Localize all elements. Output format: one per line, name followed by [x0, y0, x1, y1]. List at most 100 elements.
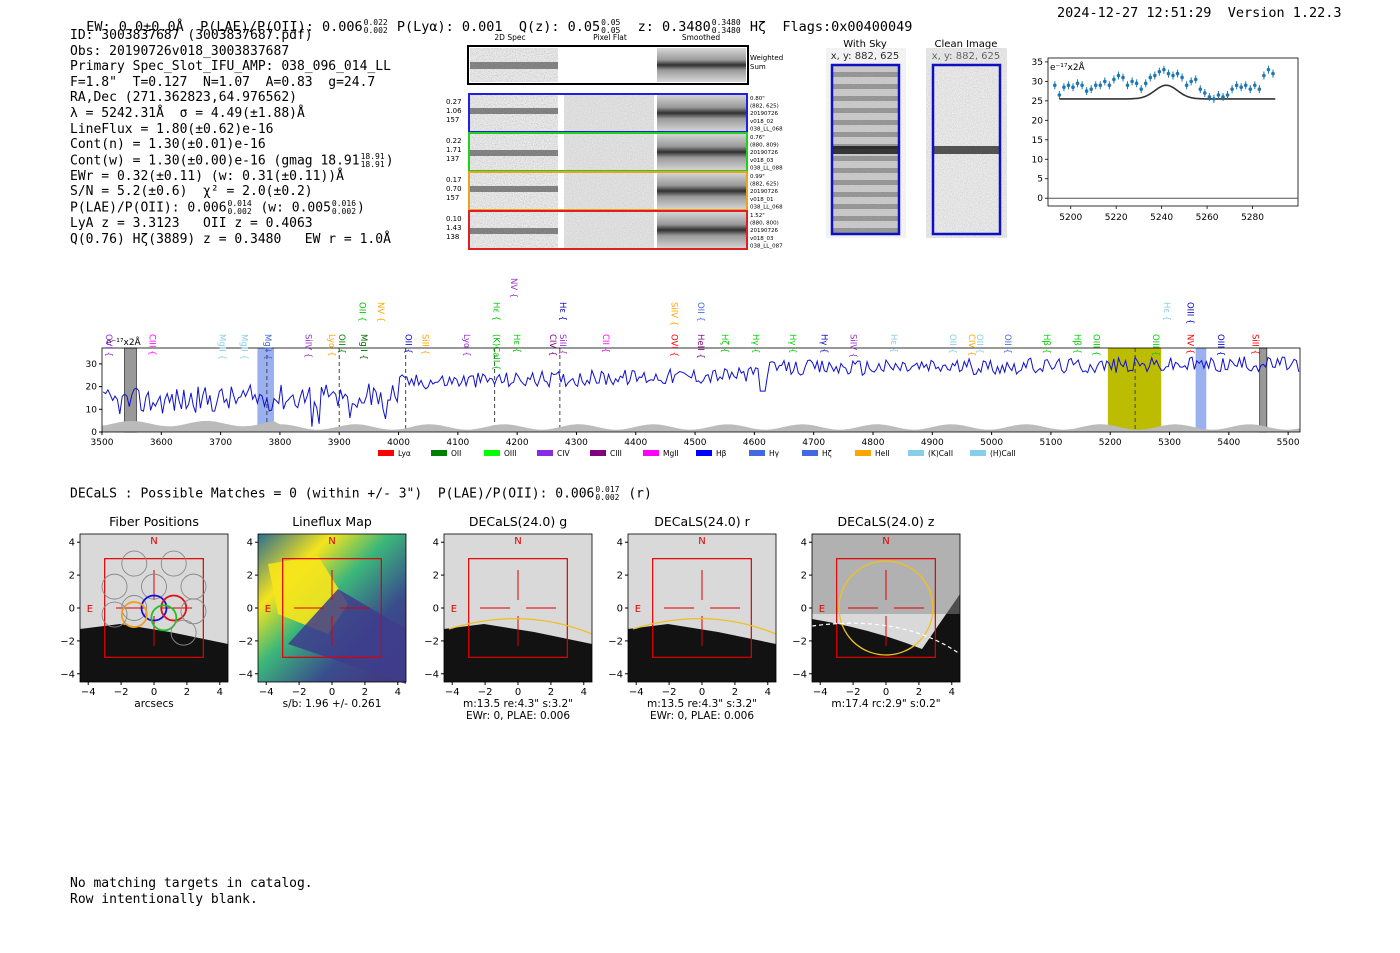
zoom-point	[1193, 77, 1198, 82]
cutout-2d-line	[470, 108, 558, 114]
zoom-point	[1080, 83, 1084, 88]
cutout-right-value: 20190726	[750, 189, 778, 195]
zoom-frame	[1047, 57, 1299, 207]
panel-ytick-label: −2	[424, 636, 439, 647]
line-label: MgII {	[216, 334, 226, 360]
line-label: MgII {	[262, 334, 272, 360]
legend-label: CIV	[557, 449, 570, 458]
panel-ytick-label: 4	[433, 538, 439, 549]
zoom-point	[1148, 75, 1153, 80]
zoom-point	[1230, 87, 1234, 91]
clean-frame	[931, 63, 1002, 236]
plae2-text: P(LAE)/P(OII): 0.006	[70, 200, 227, 216]
search-box	[836, 558, 936, 658]
zoom-ytick-label: 0	[1037, 194, 1043, 204]
line-label: SiII {	[419, 334, 429, 355]
decals-hi: 0.017	[595, 485, 620, 494]
zoom-point	[1084, 89, 1089, 93]
zoom-point	[1103, 79, 1107, 84]
cutout-right-value: 038_LL_068	[750, 126, 783, 132]
footer-line-2: Row intentionally blank.	[70, 891, 258, 907]
weighted-2d-line	[470, 62, 558, 69]
legend-label: Lyα	[398, 449, 411, 458]
zoom-point	[1198, 87, 1203, 91]
panel-ytick-label: 2	[247, 571, 253, 582]
panel-ytick-label: 4	[617, 538, 623, 549]
panel-ytick-label: −2	[792, 636, 807, 647]
panel-xtick-label: 4	[395, 687, 401, 698]
plae-hi: 0.022	[363, 18, 388, 27]
spectrum-xtick-label: 4600	[743, 438, 766, 448]
cutout-right-value: (880, 809)	[750, 143, 779, 149]
panel-xtick-label: −4	[445, 687, 460, 698]
panel-xtick-label: 2	[362, 687, 368, 698]
panel-caption-2: EWr: 0, PLAE: 0.006	[466, 710, 570, 722]
fiber-circle	[141, 573, 167, 600]
line-label: SiII {	[557, 334, 567, 355]
legend-label: Hγ	[769, 449, 780, 458]
cutout-frame	[468, 210, 748, 250]
gray-band	[124, 347, 137, 433]
imaging-panels: Fiber Positions N E −4 −4 −2 −2 0 0 2 2 4 4 arcsecs Li…	[60, 514, 961, 722]
panel-xtick-label: −4	[813, 687, 828, 698]
legend-label: OII	[451, 449, 461, 458]
panel-xtick-label: 0	[151, 687, 157, 698]
panel-xtick-label: −2	[662, 687, 677, 698]
zoom-point	[1253, 83, 1257, 88]
line-label: OII {	[1002, 334, 1012, 354]
panel-xtick-label: 2	[184, 687, 190, 698]
cutout-smooth	[657, 133, 746, 171]
panel-xtick-label: 0	[883, 687, 889, 698]
panel-xtick-label: −2	[478, 687, 493, 698]
zoom-point	[1171, 73, 1175, 78]
panel-ytick-label: −4	[238, 669, 253, 680]
line-label: Hε {	[511, 334, 521, 353]
fiber-circle	[160, 550, 187, 577]
panel-ytick-label: −2	[608, 636, 623, 647]
panel-ytick-label: 2	[617, 571, 623, 582]
with-sky-xy: x, y: 882, 625	[831, 51, 900, 62]
legend-label: (K)CaII	[928, 449, 953, 458]
line-label: Hε {	[888, 334, 898, 353]
panel-ytick-label: 4	[801, 538, 807, 549]
panel-2: Lineflux Map N E −4 −4 −2 −2 0 0 2 2 4 4 s/b: 1.96 +/…	[238, 514, 407, 710]
north-label: N	[514, 536, 521, 547]
line-label: OII {	[695, 302, 705, 322]
cutout-right-value: 038_LL_087	[750, 243, 783, 249]
zoom-point	[1107, 83, 1112, 88]
zoom-point	[1121, 75, 1125, 80]
legend-label: CIII	[610, 449, 622, 458]
info-lya: LyA z = 3.3123 OII z = 0.4063	[70, 216, 313, 232]
zoom-point	[1239, 85, 1243, 90]
line-label: SiIV {	[668, 302, 678, 326]
header-stats: EW: 0.0±0.0Å P(LAE)/P(OII): 0.006 0.022 0.…	[70, 3, 912, 36]
spectrum-unit-label: e⁻¹⁷x2Å	[106, 336, 142, 348]
zoom-ytick-label: 5	[1037, 175, 1043, 185]
qz-value: Q(z): 0.05	[518, 19, 601, 35]
line-label: OII {	[336, 334, 346, 354]
blue-band	[257, 348, 274, 432]
panel-5: DECaLS(24.0) z N E −4 −4 −2 −2 0 0 2 2 4 4 m:17.4 rc:…	[792, 514, 961, 710]
zoom-point	[1057, 93, 1062, 97]
cutout-right-value: 038_LL_088	[750, 165, 783, 171]
z-value: z: 0.3480	[637, 19, 711, 35]
zoom-ytick-label: 25	[1032, 97, 1043, 107]
fiber-circle	[121, 595, 148, 621]
panel-xtick-label: 4	[581, 687, 587, 698]
zoom-point	[1257, 87, 1262, 91]
plae-value: P(LAE)/P(OII): 0.006	[200, 19, 363, 35]
line-label: CIII {	[146, 334, 156, 356]
spectrum-xtick-label: 4900	[921, 438, 944, 448]
fiber-circle	[120, 601, 148, 628]
spectrum-xtick-label: 4500	[684, 438, 707, 448]
panel-xtick-label: 4	[949, 687, 955, 698]
panel-xtick-label: 0	[515, 687, 521, 698]
decals-summary-tail: (r)	[628, 486, 652, 502]
spectrum-ytick-label: 20	[86, 383, 98, 393]
zoom-point	[1116, 73, 1121, 78]
line-label: OIII {	[1184, 302, 1194, 324]
fiber-circle	[160, 594, 188, 622]
line-label: OVI {	[103, 334, 113, 357]
search-box	[468, 558, 568, 658]
